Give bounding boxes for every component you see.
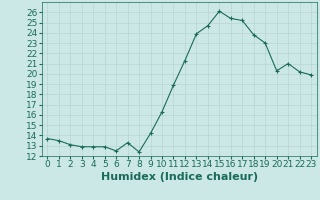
X-axis label: Humidex (Indice chaleur): Humidex (Indice chaleur) [100,172,258,182]
